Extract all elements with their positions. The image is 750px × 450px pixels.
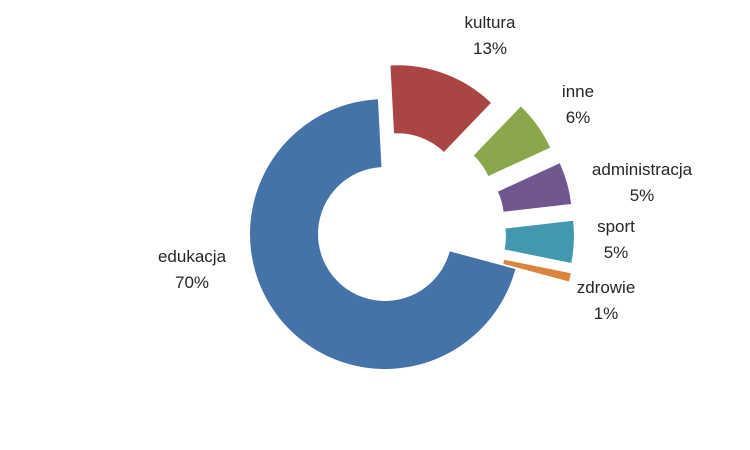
slice-label-administracja: administracja (592, 160, 693, 179)
slice-label-zdrowie: zdrowie (577, 278, 636, 297)
slice-kultura (390, 65, 491, 152)
slice-label-inne: inne (562, 82, 594, 101)
slice-label-kultura: kultura (464, 13, 516, 32)
slice-sport (504, 220, 574, 263)
slice-inne (473, 106, 551, 176)
slice-label-sport: sport (597, 217, 635, 236)
slice-edukacja (249, 99, 516, 370)
slice-value-label-edukacja: 70% (175, 273, 209, 292)
slice-label-edukacja: edukacja (158, 247, 227, 266)
slice-value-label-kultura: 13% (473, 39, 507, 58)
slice-value-label-zdrowie: 1% (594, 304, 619, 323)
slice-value-label-inne: 6% (566, 108, 591, 127)
slice-zdrowie (503, 259, 571, 282)
slice-administracja (497, 163, 572, 212)
slice-value-label-sport: 5% (604, 243, 629, 262)
slice-value-label-administracja: 5% (630, 186, 655, 205)
